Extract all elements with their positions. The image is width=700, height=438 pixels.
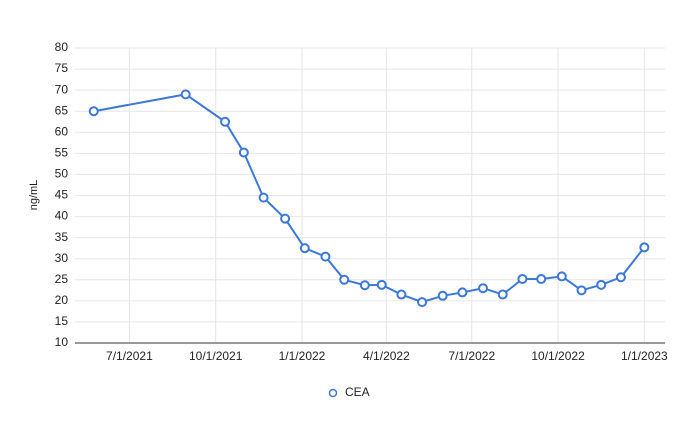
y-tick-label: 65 — [55, 103, 69, 117]
data-point — [536, 273, 547, 284]
legend-label: CEA — [345, 385, 370, 399]
data-point — [299, 243, 310, 254]
data-point — [359, 280, 370, 291]
y-tick-label: 50 — [55, 167, 69, 181]
y-tick-label: 20 — [55, 293, 69, 307]
y-tick-label: 30 — [55, 251, 69, 265]
x-tick-label: 4/1/2022 — [363, 349, 410, 363]
data-point — [220, 116, 231, 127]
x-tick-label: 7/1/2022 — [448, 349, 495, 363]
y-tick-label: 55 — [55, 146, 69, 160]
x-tick-label: 10/1/2021 — [189, 349, 243, 363]
y-tick-label: 75 — [55, 61, 69, 75]
data-point — [517, 273, 528, 284]
data-point — [396, 289, 407, 300]
y-tick-label: 10 — [55, 335, 69, 349]
data-point — [417, 297, 428, 308]
x-tick-label: 10/1/2022 — [531, 349, 585, 363]
data-point — [497, 289, 508, 300]
data-point — [478, 283, 489, 294]
y-tick-label: 25 — [55, 272, 69, 286]
y-tick-label: 60 — [55, 124, 69, 138]
x-tick-label: 1/1/2022 — [279, 349, 326, 363]
data-line — [93, 93, 646, 304]
y-tick-label: 15 — [55, 314, 69, 328]
data-point — [457, 287, 468, 298]
y-tick-label: 70 — [55, 82, 69, 96]
data-point — [576, 285, 587, 296]
x-tick-label: 1/1/2023 — [621, 349, 668, 363]
data-point — [339, 274, 350, 285]
data-point — [320, 251, 331, 262]
data-point — [556, 271, 567, 282]
data-point — [615, 272, 626, 283]
y-axis-label: ng/mL — [28, 180, 40, 211]
data-point — [280, 213, 291, 224]
data-point — [258, 192, 269, 203]
data-point — [376, 279, 387, 290]
y-tick-label: 45 — [55, 188, 69, 202]
data-point — [238, 147, 249, 158]
data-point — [437, 290, 448, 301]
x-tick-label: 7/1/2021 — [106, 349, 153, 363]
data-point — [639, 242, 650, 253]
legend-marker — [328, 388, 338, 398]
data-point — [88, 106, 99, 117]
y-tick-label: 40 — [55, 209, 69, 223]
data-point — [180, 89, 191, 100]
y-tick-label: 80 — [55, 40, 69, 54]
y-tick-label: 35 — [55, 230, 69, 244]
data-point — [596, 279, 607, 290]
